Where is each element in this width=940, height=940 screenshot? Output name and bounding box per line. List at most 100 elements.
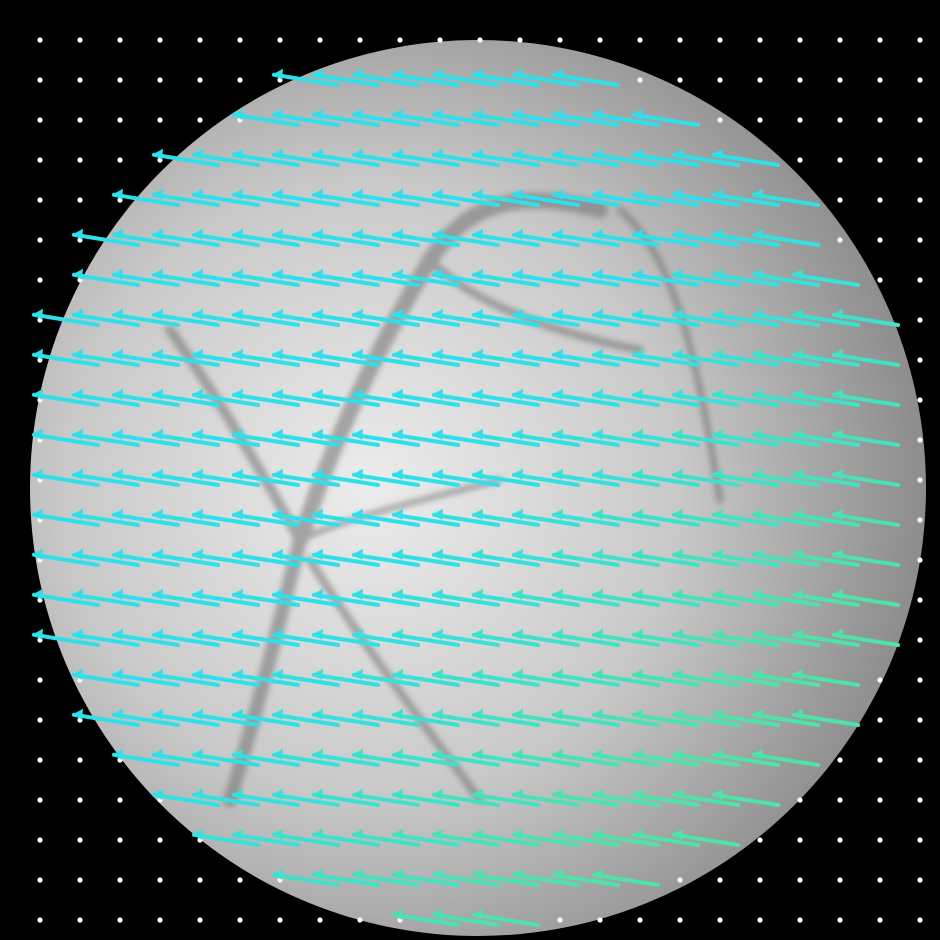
flow-arrow-head: [752, 588, 763, 600]
flow-arrow-shaft: [272, 192, 340, 207]
flow-arrow-shaft: [152, 632, 220, 647]
flow-dot: [197, 917, 203, 923]
flow-dot: [677, 37, 683, 43]
flow-arrow-head: [832, 508, 843, 520]
flow-arrow-shaft: [392, 512, 460, 527]
flow-arrow-head: [32, 508, 43, 520]
flow-arrow-head: [512, 348, 523, 360]
flow-dot: [237, 877, 243, 883]
flow-arrow-head: [352, 428, 363, 440]
flow-arrow-shaft: [272, 352, 340, 367]
flow-arrow-head: [672, 668, 683, 680]
flow-arrow-shaft: [552, 272, 620, 287]
flow-arrow-head: [552, 868, 563, 880]
flow-arrow-head: [352, 308, 363, 320]
flow-arrow-shaft: [152, 512, 220, 527]
flow-dot: [557, 917, 563, 923]
flow-arrow-shaft: [112, 312, 180, 327]
flow-arrow-head: [392, 428, 403, 440]
flow-dot: [77, 877, 83, 883]
flow-arrow-shaft: [632, 832, 700, 847]
flow-arrow-head: [752, 668, 763, 680]
flow-arrow-shaft: [112, 472, 180, 487]
flow-arrow-shaft: [312, 72, 380, 87]
flow-arrow-shaft: [432, 272, 500, 287]
flow-dot: [797, 77, 803, 83]
flow-arrow-head: [352, 188, 363, 200]
flow-arrow-head: [512, 828, 523, 840]
flow-arrow-head: [152, 268, 163, 280]
flow-dot: [877, 877, 883, 883]
flow-arrow-head: [192, 748, 203, 760]
flow-arrow-head: [392, 628, 403, 640]
flow-arrow-head: [472, 548, 483, 560]
flow-dot: [757, 77, 763, 83]
flow-arrow-shaft: [32, 352, 100, 367]
flow-dot: [917, 877, 923, 883]
flow-arrow-head: [232, 428, 243, 440]
flow-arrow-head: [312, 428, 323, 440]
flow-arrow-shaft: [192, 152, 260, 167]
flow-arrow-shaft: [72, 472, 140, 487]
flow-arrow-head: [72, 668, 83, 680]
flow-arrow-shaft: [472, 512, 540, 527]
flow-arrow-head: [432, 148, 443, 160]
flow-arrow-head: [192, 588, 203, 600]
flow-arrow-shaft: [192, 712, 260, 727]
flow-dot: [717, 37, 723, 43]
flow-arrow-head: [112, 308, 123, 320]
flow-arrow-shaft: [272, 792, 340, 807]
flow-arrow-shaft: [792, 552, 860, 567]
flow-arrow-shaft: [512, 472, 580, 487]
flow-arrow-head: [272, 588, 283, 600]
flow-arrow-shaft: [472, 672, 540, 687]
flow-arrow-head: [632, 708, 643, 720]
flow-arrow-head: [152, 348, 163, 360]
flow-arrow-shaft: [152, 712, 220, 727]
flow-arrow-head: [552, 628, 563, 640]
flow-arrow-head: [712, 788, 723, 800]
flow-arrow-head: [232, 828, 243, 840]
flow-arrow-shaft: [512, 632, 580, 647]
flow-arrow-shaft: [312, 592, 380, 607]
flow-arrow-shaft: [472, 352, 540, 367]
flow-dot: [797, 877, 803, 883]
flow-arrow-shaft: [272, 512, 340, 527]
flow-arrow-shaft: [72, 352, 140, 367]
flow-arrow-shaft: [592, 632, 660, 647]
flow-arrow-shaft: [632, 752, 700, 767]
flow-arrow-head: [32, 388, 43, 400]
flow-arrow-head: [592, 548, 603, 560]
flow-arrow-shaft: [672, 192, 740, 207]
flow-arrow-head: [272, 708, 283, 720]
flow-dot: [37, 677, 43, 683]
flow-arrow-head: [272, 108, 283, 120]
flow-arrow-head: [712, 508, 723, 520]
flow-arrow-shaft: [272, 112, 340, 127]
flow-arrow-shaft: [432, 512, 500, 527]
flow-arrow-head: [432, 828, 443, 840]
flow-dot: [77, 837, 83, 843]
flow-arrow-head: [672, 828, 683, 840]
flow-arrow-head: [312, 388, 323, 400]
flow-arrow-shaft: [752, 552, 820, 567]
flow-arrow-shaft: [392, 672, 460, 687]
flow-arrow-head: [552, 148, 563, 160]
flow-dot: [37, 37, 43, 43]
flow-arrow-shaft: [632, 272, 700, 287]
flow-arrow-shaft: [632, 792, 700, 807]
flow-arrow-head: [792, 268, 803, 280]
flow-dot: [757, 37, 763, 43]
flow-arrow-shaft: [392, 552, 460, 567]
flow-arrow-shaft: [432, 832, 500, 847]
flow-arrow-head: [312, 68, 323, 80]
flow-arrow-head: [152, 148, 163, 160]
flow-arrow-head: [232, 508, 243, 520]
flow-arrow-head: [512, 188, 523, 200]
flow-dot: [157, 837, 163, 843]
flow-arrow-head: [312, 708, 323, 720]
flow-dot: [917, 677, 923, 683]
flow-dot: [37, 797, 43, 803]
flow-arrow-head: [752, 748, 763, 760]
